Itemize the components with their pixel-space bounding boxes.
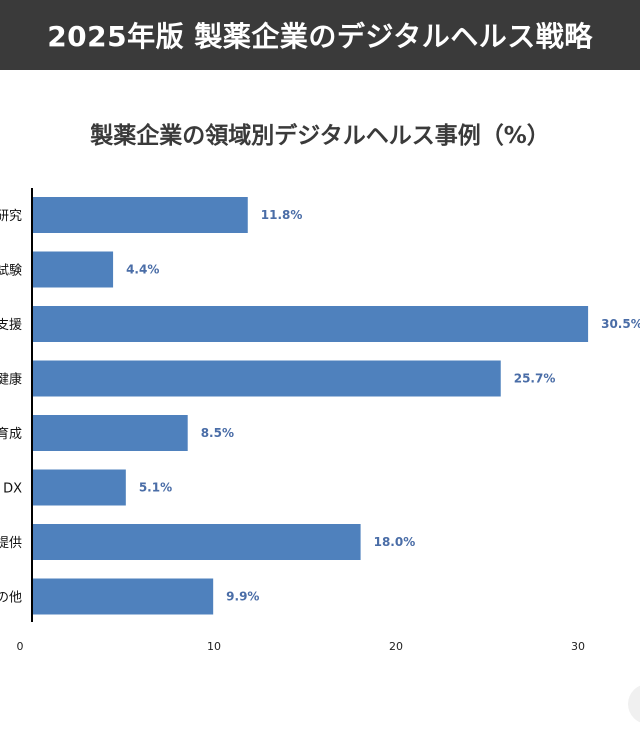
- data-label: 30.5%: [601, 317, 640, 331]
- data-label: 8.5%: [201, 426, 234, 440]
- data-label: 18.0%: [374, 535, 416, 549]
- x-tick-label: 10: [207, 640, 221, 653]
- decorative-circle: [628, 684, 640, 724]
- data-label: 11.8%: [261, 208, 303, 222]
- category-label: 提供: [0, 535, 22, 551]
- category-label: 試験: [0, 263, 22, 279]
- category-label: 育成: [0, 426, 22, 442]
- data-label: 4.4%: [126, 263, 159, 277]
- x-tick-label: 30: [571, 640, 585, 653]
- category-label: 研究: [0, 209, 22, 224]
- x-tick-label: 20: [389, 640, 403, 653]
- page-header: 2025年版 製薬企業のデジタルヘルス戦略: [0, 0, 640, 70]
- data-label: 9.9%: [226, 590, 259, 604]
- data-label: 5.1%: [139, 481, 172, 495]
- bar: [33, 415, 188, 451]
- bar: [33, 197, 248, 233]
- bar: [33, 469, 126, 506]
- page-title: 2025年版 製薬企業のデジタルヘルス戦略: [47, 20, 593, 53]
- x-tick-label: 0: [17, 640, 24, 653]
- bar: [33, 524, 361, 560]
- category-label: DX: [3, 482, 22, 497]
- chart-title: 製薬企業の領域別デジタルヘルス事例（%）: [90, 123, 550, 149]
- category-label: 健康: [0, 372, 22, 388]
- bar: [33, 360, 501, 397]
- category-label: 支援: [0, 318, 22, 333]
- data-label: 25.7%: [514, 372, 556, 386]
- category-label: の他: [0, 591, 22, 606]
- bar: [33, 251, 114, 288]
- bar: [33, 306, 589, 342]
- bar: [33, 578, 214, 615]
